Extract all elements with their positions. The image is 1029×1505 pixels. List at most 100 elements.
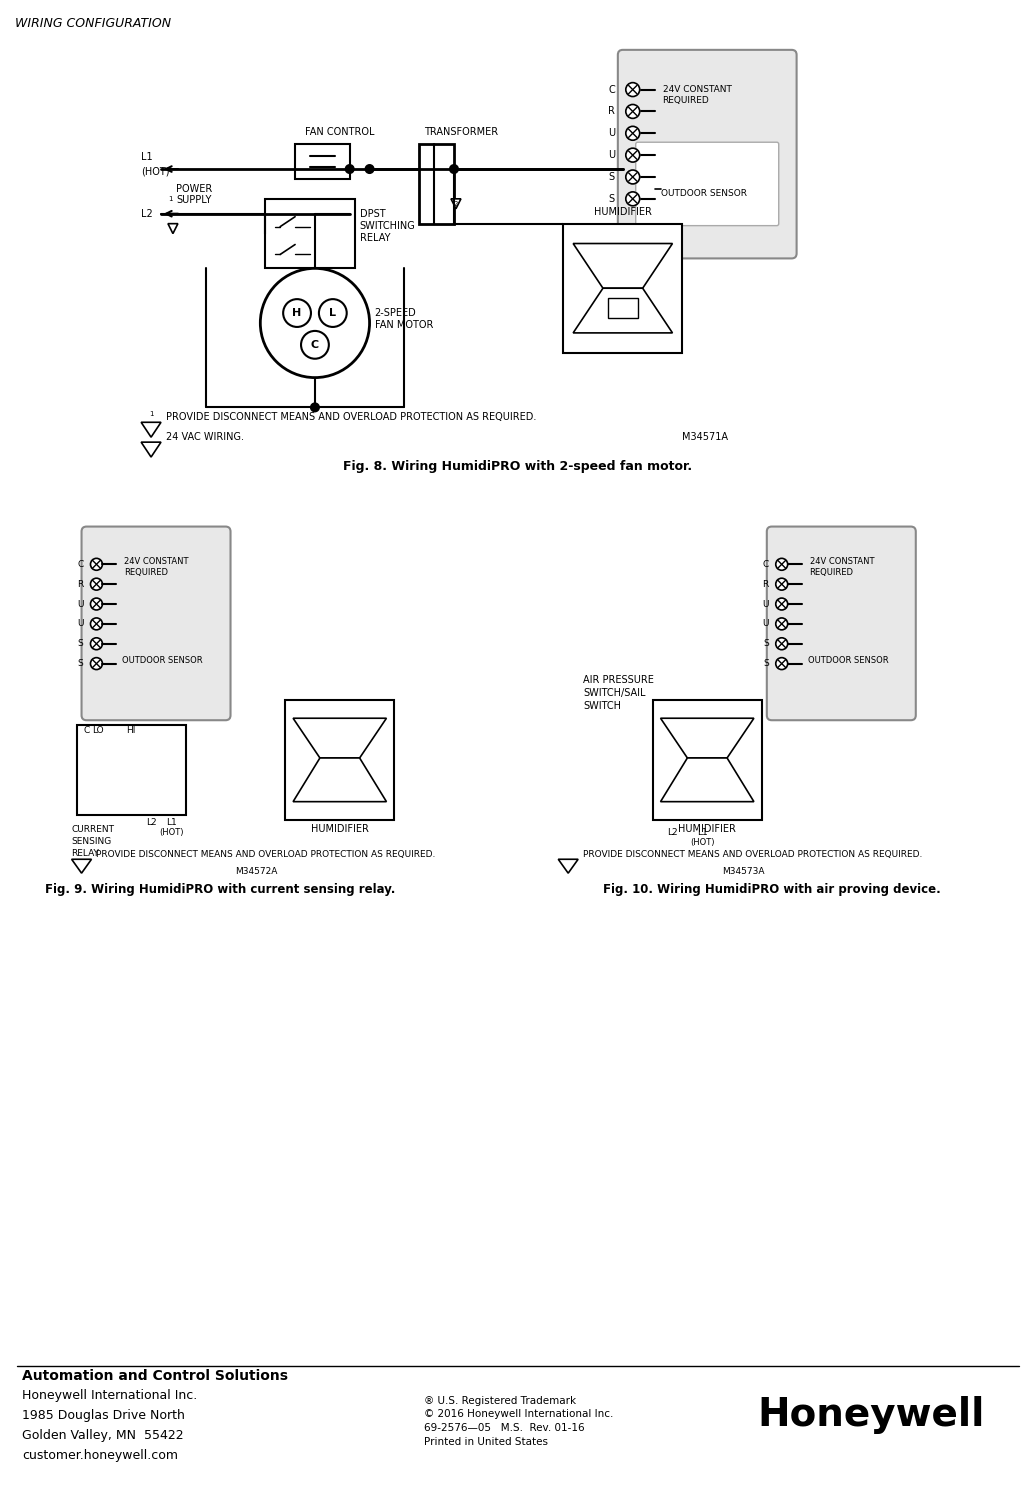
Text: U: U	[77, 620, 83, 629]
Text: R: R	[77, 579, 83, 588]
Text: M34571A: M34571A	[682, 432, 729, 442]
Text: S: S	[78, 640, 83, 649]
Bar	[608, 298, 638, 318]
Circle shape	[346, 166, 354, 173]
Text: L1: L1	[167, 819, 177, 828]
Circle shape	[776, 638, 787, 650]
Circle shape	[626, 191, 640, 206]
Text: Fig. 9. Wiring HumidiPRO with current sensing relay.: Fig. 9. Wiring HumidiPRO with current se…	[45, 882, 396, 895]
Text: OUTDOOR SENSOR: OUTDOOR SENSOR	[122, 656, 203, 665]
Text: 2: 2	[454, 200, 458, 206]
Text: REQUIRED: REQUIRED	[663, 96, 709, 105]
Text: HUMIDIFIER: HUMIDIFIER	[678, 825, 736, 834]
Text: H: H	[292, 309, 301, 318]
Text: PROVIDE DISCONNECT MEANS AND OVERLOAD PROTECTION AS REQUIRED.: PROVIDE DISCONNECT MEANS AND OVERLOAD PR…	[583, 850, 922, 859]
Circle shape	[626, 126, 640, 140]
Polygon shape	[573, 289, 673, 333]
Circle shape	[626, 83, 640, 96]
Text: Printed in United States: Printed in United States	[424, 1437, 548, 1448]
Polygon shape	[141, 442, 161, 458]
Text: 1: 1	[169, 196, 173, 202]
Text: 24V CONSTANT: 24V CONSTANT	[663, 86, 732, 95]
Circle shape	[319, 299, 347, 327]
Text: Honeywell International Inc.: Honeywell International Inc.	[22, 1389, 198, 1403]
Text: DPST: DPST	[359, 209, 385, 218]
Text: LO: LO	[93, 725, 104, 734]
Polygon shape	[451, 199, 461, 209]
Circle shape	[776, 578, 787, 590]
Circle shape	[776, 619, 787, 631]
FancyBboxPatch shape	[636, 141, 779, 226]
Text: Golden Valley, MN  55422: Golden Valley, MN 55422	[22, 1428, 183, 1442]
Circle shape	[91, 558, 103, 570]
Text: S: S	[78, 659, 83, 668]
Text: C: C	[83, 725, 90, 734]
Text: 2-SPEED: 2-SPEED	[375, 309, 417, 318]
Text: Automation and Control Solutions: Automation and Control Solutions	[22, 1368, 288, 1383]
Polygon shape	[141, 423, 161, 436]
Text: AIR PRESSURE: AIR PRESSURE	[583, 676, 654, 685]
Text: RELAY: RELAY	[72, 849, 100, 858]
Text: U: U	[762, 620, 769, 629]
Circle shape	[260, 268, 369, 378]
Bar	[295, 144, 350, 179]
FancyBboxPatch shape	[767, 527, 916, 721]
Text: Fig. 10. Wiring HumidiPRO with air proving device.: Fig. 10. Wiring HumidiPRO with air provi…	[603, 882, 941, 895]
Text: SUPPLY: SUPPLY	[176, 194, 211, 205]
Circle shape	[776, 658, 787, 670]
Text: C: C	[77, 560, 83, 569]
Text: C: C	[762, 560, 769, 569]
Text: HUMIDIFIER: HUMIDIFIER	[594, 206, 651, 217]
Text: L: L	[329, 309, 336, 318]
Circle shape	[91, 597, 103, 610]
Text: 24V CONSTANT: 24V CONSTANT	[810, 557, 874, 566]
Text: S: S	[609, 172, 615, 182]
Text: OUTDOOR SENSOR: OUTDOOR SENSOR	[661, 190, 747, 199]
Text: FAN CONTROL: FAN CONTROL	[305, 128, 375, 137]
Text: SWITCHING: SWITCHING	[359, 221, 416, 230]
Text: HI: HI	[127, 725, 136, 734]
Text: L1: L1	[141, 152, 152, 163]
Text: SWITCH: SWITCH	[583, 701, 622, 712]
Bar	[419, 144, 454, 224]
Text: POWER: POWER	[176, 184, 212, 194]
Text: R: R	[762, 579, 769, 588]
Text: U: U	[762, 599, 769, 608]
Circle shape	[311, 403, 319, 411]
Text: REQUIRED: REQUIRED	[125, 567, 169, 576]
Text: RELAY: RELAY	[359, 233, 390, 242]
Circle shape	[626, 147, 640, 163]
Text: 24 VAC WIRING.: 24 VAC WIRING.	[166, 432, 244, 442]
Text: WIRING CONFIGURATION: WIRING CONFIGURATION	[15, 17, 171, 30]
Text: (HOT): (HOT)	[159, 828, 184, 837]
Text: OUTDOOR SENSOR: OUTDOOR SENSOR	[808, 656, 888, 665]
Polygon shape	[72, 859, 92, 873]
Polygon shape	[293, 759, 387, 802]
Text: PROVIDE DISCONNECT MEANS AND OVERLOAD PROTECTION AS REQUIRED.: PROVIDE DISCONNECT MEANS AND OVERLOAD PR…	[166, 412, 536, 423]
Circle shape	[91, 638, 103, 650]
Text: REQUIRED: REQUIRED	[810, 567, 853, 576]
Bar	[652, 700, 761, 820]
Text: SENSING: SENSING	[72, 837, 112, 846]
Text: S: S	[609, 194, 615, 203]
Circle shape	[91, 619, 103, 631]
FancyBboxPatch shape	[81, 527, 230, 721]
Text: R: R	[608, 107, 615, 116]
Text: (HOT): (HOT)	[690, 838, 714, 847]
Text: U: U	[77, 599, 83, 608]
Text: U: U	[608, 150, 615, 160]
Text: U: U	[608, 128, 615, 138]
Text: L1: L1	[697, 828, 708, 837]
Text: S: S	[764, 659, 769, 668]
Bar	[563, 224, 682, 352]
Polygon shape	[573, 244, 673, 289]
Text: S: S	[764, 640, 769, 649]
Text: L2: L2	[146, 819, 156, 828]
Text: 1: 1	[149, 411, 153, 417]
Circle shape	[301, 331, 329, 358]
Circle shape	[91, 578, 103, 590]
Circle shape	[450, 166, 458, 173]
Bar	[285, 700, 394, 820]
Text: M34573A: M34573A	[722, 867, 765, 876]
Text: customer.honeywell.com: customer.honeywell.com	[22, 1449, 178, 1461]
